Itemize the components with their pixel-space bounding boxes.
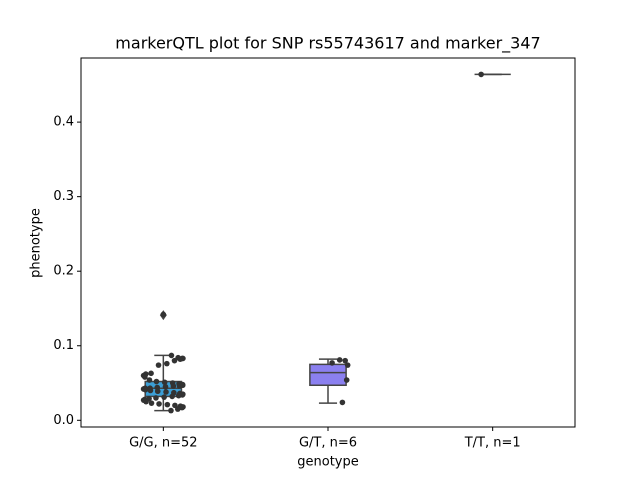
point <box>171 357 178 364</box>
point <box>147 387 154 394</box>
point <box>164 360 170 367</box>
point <box>174 406 181 412</box>
point <box>342 357 348 364</box>
y-tick-label: 0.1 <box>53 338 74 353</box>
point <box>142 386 149 393</box>
point <box>148 400 155 406</box>
point <box>336 357 343 363</box>
point <box>143 398 149 405</box>
y-tick-label: 0.3 <box>53 189 74 204</box>
point <box>339 399 346 406</box>
point <box>154 388 161 395</box>
y-tick-label: 0.2 <box>53 264 74 279</box>
point <box>168 407 174 414</box>
point <box>156 401 162 407</box>
point <box>163 389 169 395</box>
point <box>478 71 484 78</box>
point <box>142 374 148 380</box>
point <box>161 394 167 400</box>
point <box>177 356 184 362</box>
point <box>175 392 182 399</box>
y-tick-label: 0.4 <box>53 115 74 130</box>
point <box>168 352 175 359</box>
point <box>169 393 175 400</box>
point <box>153 378 160 385</box>
chart-title: markerQTL plot for SNP rs55743617 and ma… <box>115 34 540 54</box>
point <box>146 377 153 383</box>
point <box>170 383 177 389</box>
point <box>164 401 171 408</box>
x-tick-label: G/G, n=52 <box>129 436 197 451</box>
point <box>344 362 351 368</box>
point <box>176 383 183 389</box>
point <box>161 379 168 386</box>
x-tick-label: T/T, n=1 <box>464 436 521 451</box>
y-tick-label: 0.0 <box>53 413 74 428</box>
point <box>155 362 162 368</box>
point <box>329 360 335 366</box>
x-tick-label: G/T, n=6 <box>299 436 357 451</box>
box <box>309 363 347 387</box>
point <box>179 404 185 411</box>
plot-frame <box>80 57 576 428</box>
point <box>343 377 350 383</box>
x-axis-label: genotype <box>297 455 358 470</box>
point <box>162 383 169 390</box>
point <box>148 370 154 377</box>
y-axis-label: phenotype <box>29 208 44 278</box>
point <box>153 395 159 401</box>
point <box>160 311 167 318</box>
